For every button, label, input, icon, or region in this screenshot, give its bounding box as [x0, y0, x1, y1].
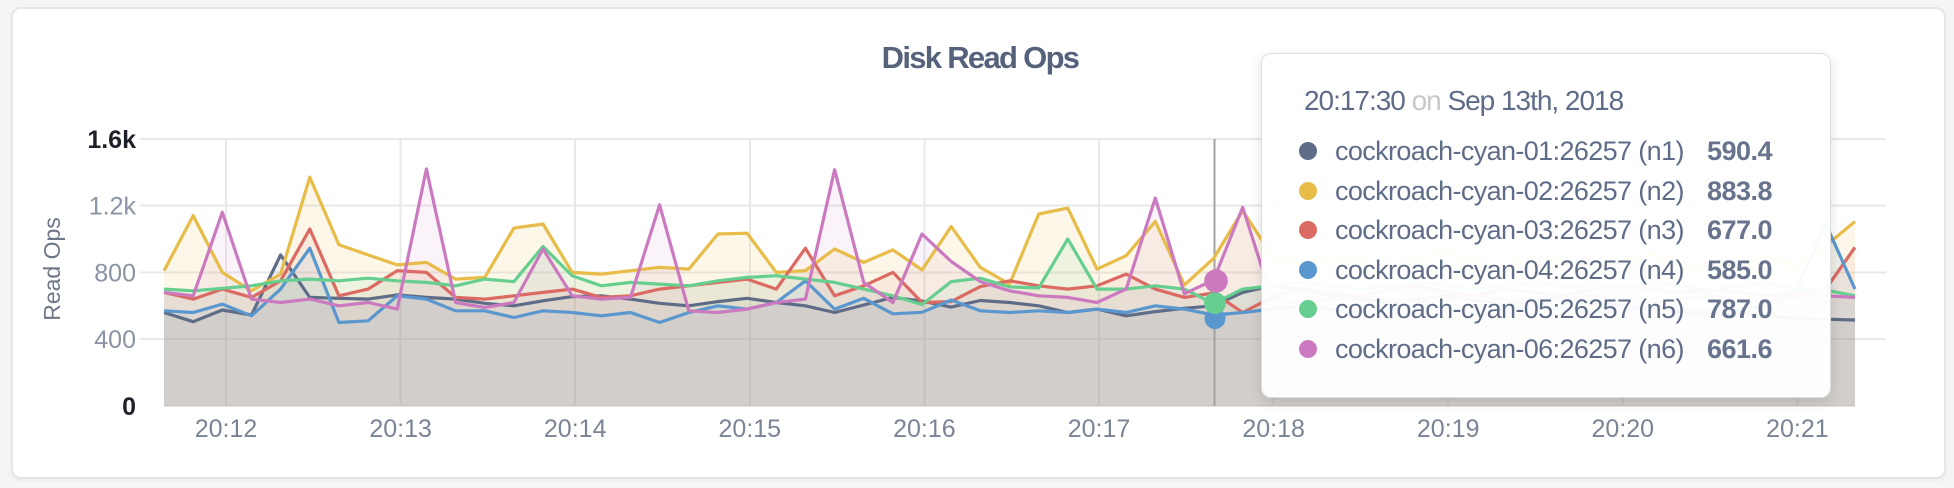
svg-text:20:16: 20:16	[893, 415, 956, 443]
svg-text:20:17: 20:17	[1068, 415, 1131, 443]
svg-text:Read Ops: Read Ops	[39, 217, 65, 321]
svg-text:1.2k: 1.2k	[89, 193, 137, 221]
svg-text:Disk Read Ops: Disk Read Ops	[882, 40, 1079, 75]
svg-text:20:12: 20:12	[195, 415, 258, 443]
svg-text:1.6k: 1.6k	[87, 126, 136, 154]
svg-text:400: 400	[94, 326, 136, 354]
svg-text:20:18: 20:18	[1242, 415, 1305, 443]
svg-text:20:14: 20:14	[544, 415, 607, 443]
svg-text:0: 0	[122, 393, 136, 421]
svg-text:800: 800	[94, 259, 136, 287]
svg-text:20:21: 20:21	[1766, 415, 1829, 443]
svg-text:20:19: 20:19	[1417, 415, 1480, 443]
svg-text:20:15: 20:15	[719, 415, 782, 443]
svg-text:20:13: 20:13	[369, 415, 432, 443]
svg-text:20:20: 20:20	[1592, 415, 1655, 443]
